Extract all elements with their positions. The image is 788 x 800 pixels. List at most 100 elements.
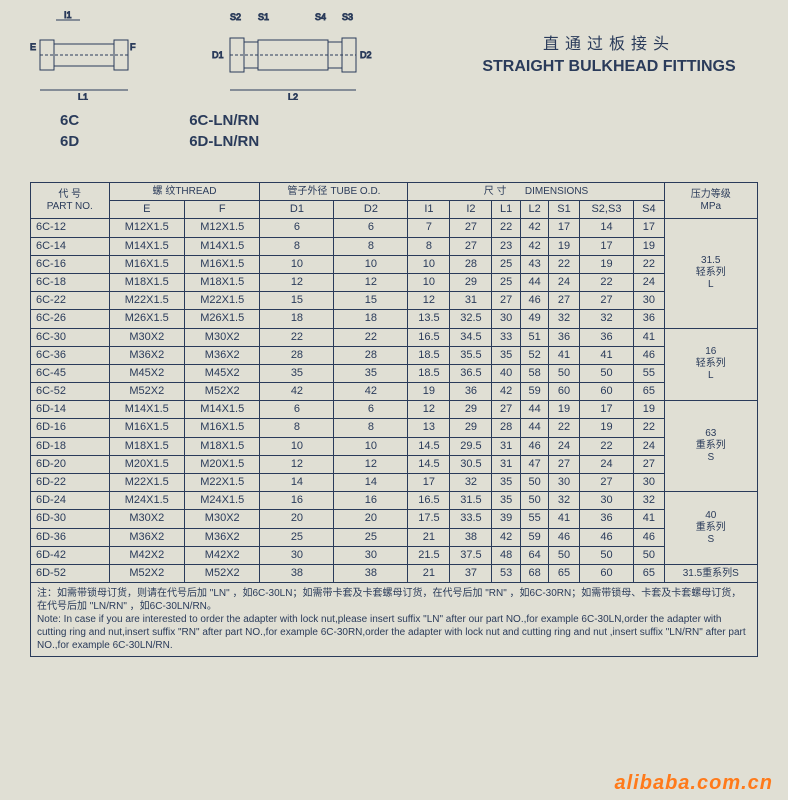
table-cell: 31 (450, 292, 492, 310)
table-cell: M36X2 (185, 346, 260, 364)
table-cell: 59 (520, 383, 548, 401)
table-cell: 65 (549, 564, 579, 582)
svg-text:L1: L1 (78, 92, 88, 100)
table-cell: M52X2 (185, 383, 260, 401)
table-cell: 12 (408, 292, 450, 310)
table-cell: M26X1.5 (185, 310, 260, 328)
table-cell: M22X1.5 (185, 474, 260, 492)
table-cell: 30 (634, 292, 664, 310)
th-l1: L1 (492, 201, 520, 219)
table-cell: M36X2 (109, 528, 184, 546)
table-cell: 38 (450, 528, 492, 546)
table-cell: 6D-42 (31, 546, 110, 564)
table-cell: 6C-52 (31, 383, 110, 401)
table-cell: M16X1.5 (109, 255, 184, 273)
table-cell: 51 (520, 328, 548, 346)
table-cell: 27 (450, 237, 492, 255)
table-cell: 22 (549, 255, 579, 273)
table-cell: 30 (492, 310, 520, 328)
table-cell: 18 (334, 310, 408, 328)
table-cell: 25 (492, 255, 520, 273)
table-cell: 6 (334, 401, 408, 419)
table-cell: 35 (492, 346, 520, 364)
table-row: 6C-26M26X1.5M26X1.5181813.532.5304932323… (31, 310, 758, 328)
table-cell: 40 (492, 364, 520, 382)
table-cell: 22 (549, 419, 579, 437)
table-cell: 47 (520, 455, 548, 473)
table-cell: 46 (634, 346, 664, 364)
watermark: alibaba.com.cn (615, 772, 774, 795)
svg-text:D1: D1 (212, 50, 224, 60)
table-cell: 14.5 (408, 455, 450, 473)
table-cell: M30X2 (185, 328, 260, 346)
table-cell: 22 (634, 419, 664, 437)
table-cell: 10 (408, 273, 450, 291)
table-cell: 13.5 (408, 310, 450, 328)
table-cell: M52X2 (185, 564, 260, 582)
table-cell: 36 (450, 383, 492, 401)
table-cell: 18 (260, 310, 334, 328)
table-cell: 27 (579, 292, 634, 310)
table-cell: 59 (520, 528, 548, 546)
table-cell: M18X1.5 (185, 437, 260, 455)
notes: 注：如需带锁母订货，则请在代号后加 "LN" ，如6C-30LN；如需带卡套及卡… (30, 583, 758, 657)
table-cell: 20 (260, 510, 334, 528)
pressure-cell: 31.5重系列S (664, 564, 757, 582)
table-cell: M22X1.5 (109, 292, 184, 310)
th-s4: S4 (634, 201, 664, 219)
table-cell: 36 (579, 510, 634, 528)
table-cell: 19 (634, 401, 664, 419)
table-cell: 32 (579, 310, 634, 328)
table-cell: 22 (579, 437, 634, 455)
table-cell: 30 (549, 474, 579, 492)
table-cell: 42 (334, 383, 408, 401)
table-cell: 44 (520, 419, 548, 437)
table-cell: 46 (520, 292, 548, 310)
title-cn: 直通过板接头 (460, 30, 758, 54)
table-row: 6C-52M52X2M52X2424219364259606065 (31, 383, 758, 401)
table-cell: 44 (520, 401, 548, 419)
table-cell: 24 (634, 437, 664, 455)
table-cell: 46 (520, 437, 548, 455)
table-cell: 10 (408, 255, 450, 273)
table-cell: 6 (260, 219, 334, 237)
table-cell: 53 (492, 564, 520, 582)
table-cell: 8 (334, 419, 408, 437)
table-cell: 19 (579, 419, 634, 437)
table-cell: 37.5 (450, 546, 492, 564)
table-cell: 31.5 (450, 492, 492, 510)
table-cell: 50 (549, 546, 579, 564)
table-cell: 6C-16 (31, 255, 110, 273)
table-cell: 55 (520, 510, 548, 528)
table-cell: 58 (520, 364, 548, 382)
table-cell: 34.5 (450, 328, 492, 346)
th-tube-od: 管子外径 TUBE O.D. (260, 183, 408, 201)
table-cell: M24X1.5 (109, 492, 184, 510)
table-cell: 32 (549, 310, 579, 328)
table-cell: 6D-36 (31, 528, 110, 546)
table-cell: M45X2 (109, 364, 184, 382)
table-cell: 6D-18 (31, 437, 110, 455)
table-cell: 12 (334, 273, 408, 291)
table-cell: 36 (579, 328, 634, 346)
model-labels: 6C 6D 6C-LN/RN 6D-LN/RN (60, 110, 758, 152)
table-cell: 10 (260, 255, 334, 273)
table-cell: 27 (579, 474, 634, 492)
table-cell: 6D-14 (31, 401, 110, 419)
pressure-cell: 40重系列S (664, 492, 757, 565)
notes-cn: 注：如需带锁母订货，则请在代号后加 "LN" ，如6C-30LN；如需带卡套及卡… (37, 587, 751, 613)
title-block: 直通过板接头 STRAIGHT BULKHEAD FITTINGS (460, 10, 758, 76)
table-cell: 16 (334, 492, 408, 510)
table-row: 6D-14M14X1.5M14X1.5661229274419171963重系列… (31, 401, 758, 419)
table-cell: 42 (520, 219, 548, 237)
table-cell: 19 (549, 237, 579, 255)
table-cell: 14 (334, 474, 408, 492)
table-cell: 31 (492, 437, 520, 455)
table-cell: 35 (492, 492, 520, 510)
table-cell: 30 (334, 546, 408, 564)
table-row: 6D-22M22X1.5M22X1.5141417323550302730 (31, 474, 758, 492)
table-cell: 35.5 (450, 346, 492, 364)
table-cell: 6C-26 (31, 310, 110, 328)
table-cell: 10 (334, 255, 408, 273)
th-d1: D1 (260, 201, 334, 219)
